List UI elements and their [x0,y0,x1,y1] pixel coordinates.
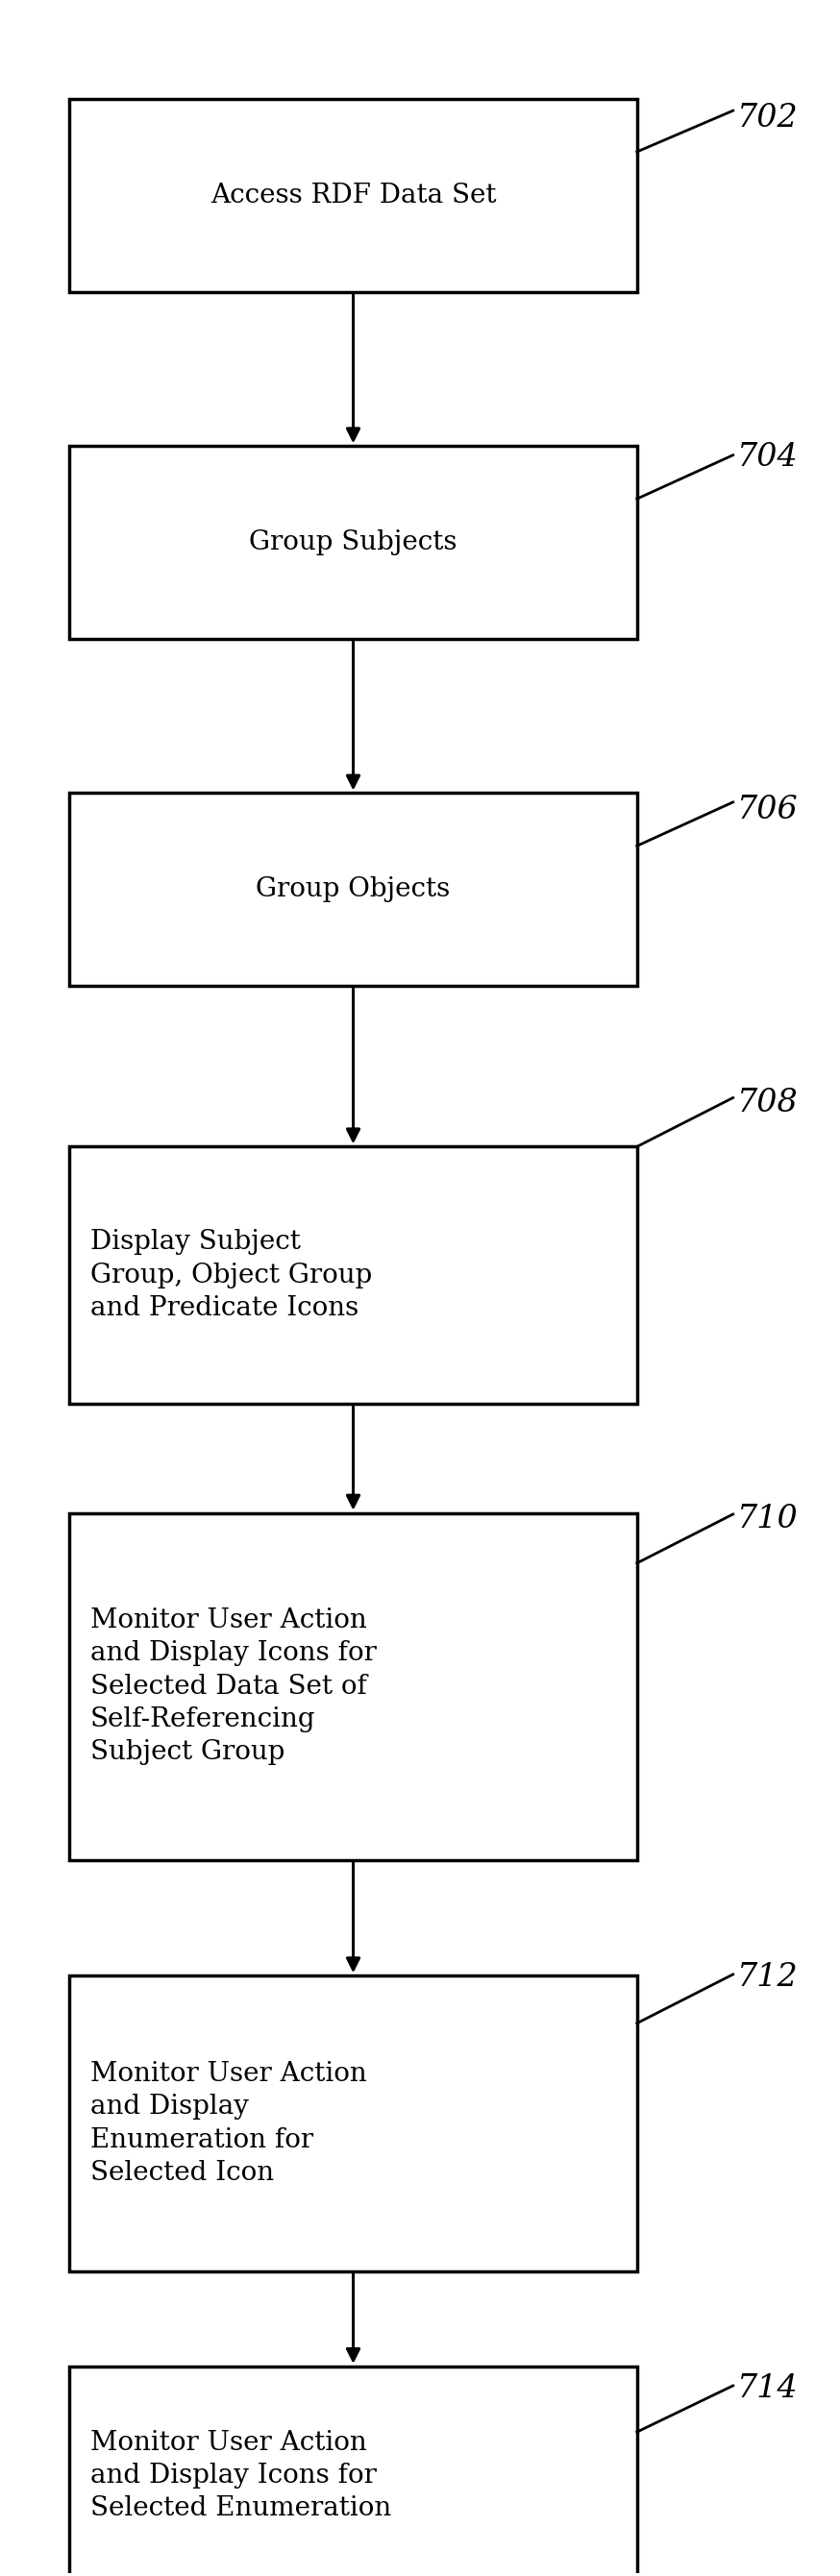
Text: 704: 704 [738,443,799,474]
FancyBboxPatch shape [70,446,637,639]
Text: 712: 712 [738,1960,799,1991]
Text: Monitor User Action
and Display Icons for
Selected Data Set of
Self-Referencing
: Monitor User Action and Display Icons fo… [91,1607,376,1765]
Text: 702: 702 [738,103,799,134]
Text: 708: 708 [738,1087,799,1118]
FancyBboxPatch shape [70,98,637,291]
Text: Monitor User Action
and Display Icons for
Selected Enumeration: Monitor User Action and Display Icons fo… [91,2429,391,2522]
Text: Group Subjects: Group Subjects [249,531,457,556]
Text: 706: 706 [738,793,799,824]
Text: Monitor User Action
and Display
Enumeration for
Selected Icon: Monitor User Action and Display Enumerat… [91,2061,367,2187]
FancyBboxPatch shape [70,1512,637,1860]
Text: Group Objects: Group Objects [256,876,450,902]
Text: Access RDF Data Set: Access RDF Data Set [210,183,496,209]
FancyBboxPatch shape [70,1976,637,2272]
Text: 710: 710 [738,1504,799,1535]
FancyBboxPatch shape [70,1146,637,1404]
Text: 714: 714 [738,2372,799,2403]
FancyBboxPatch shape [70,793,637,987]
Text: Display Subject
Group, Object Group
and Predicate Icons: Display Subject Group, Object Group and … [91,1229,372,1321]
FancyBboxPatch shape [70,2367,637,2576]
